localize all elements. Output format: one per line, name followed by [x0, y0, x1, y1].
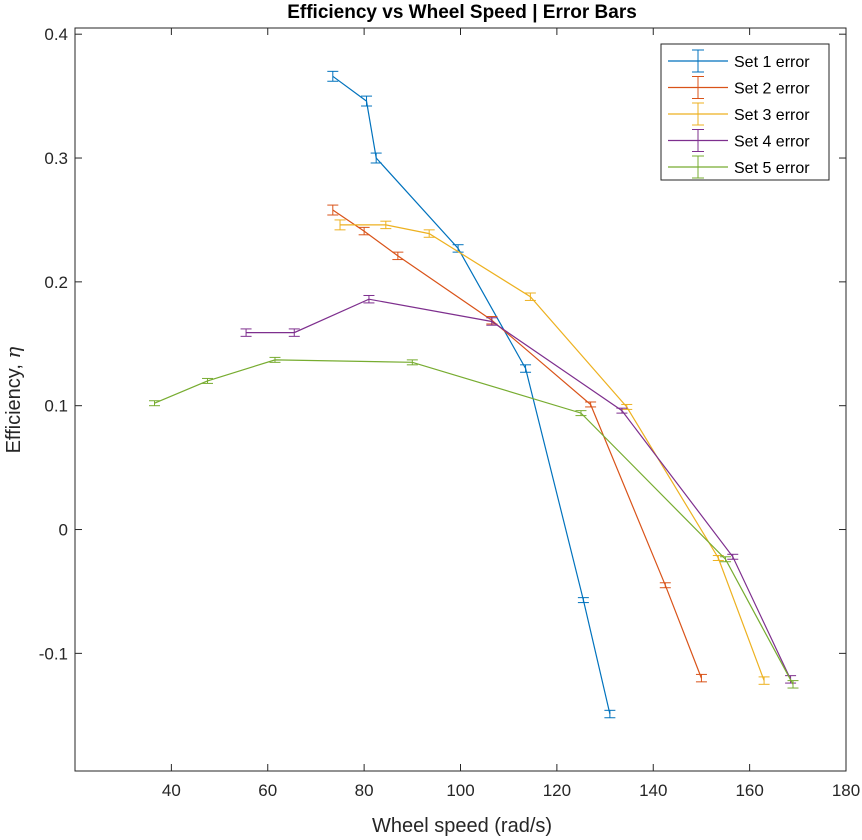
series-layer [149, 70, 799, 719]
y-axis-label: Efficiency, η [1, 347, 25, 454]
y-tick-label: 0.4 [44, 25, 68, 44]
legend-label: Set 2 error [734, 81, 810, 98]
x-tick-label: 60 [258, 781, 277, 800]
legend-box [660, 43, 830, 181]
y-tick-label: 0.1 [44, 397, 68, 416]
y-tick-label: 0 [59, 521, 68, 540]
series-3 [334, 219, 770, 685]
legend: Set 1 error Set 2 error Set 3 error Set 4 e… [660, 43, 830, 181]
series-1 [327, 70, 616, 719]
axis-ticks: 40 60 80 100 120 140 160 180 -0.1 0 0.1 0.2 0.3 0.4 [39, 25, 860, 800]
x-tick-label: 40 [162, 781, 181, 800]
y-axis-label-symbol: η [1, 347, 25, 359]
chart-title: Efficiency vs Wheel Speed | Error Bars [287, 2, 637, 23]
y-tick-label: -0.1 [39, 644, 68, 663]
legend-label: Set 3 error [734, 107, 810, 124]
legend-label: Set 4 error [734, 134, 810, 151]
legend-label: Set 5 error [734, 160, 810, 177]
series-4 [240, 294, 797, 684]
y-tick-label: 0.2 [44, 273, 68, 292]
x-tick-label: 120 [543, 781, 571, 800]
x-tick-label: 100 [446, 781, 474, 800]
x-tick-label: 80 [355, 781, 374, 800]
x-axis-label: Wheel speed (rad/s) [372, 815, 552, 837]
y-axis-label-text: Efficiency, [3, 359, 25, 454]
x-tick-label: 180 [832, 781, 860, 800]
x-tick-label: 140 [639, 781, 667, 800]
legend-label: Set 1 error [734, 54, 810, 71]
y-tick-label: 0.3 [44, 149, 68, 168]
series-5 [149, 356, 799, 689]
x-tick-label: 160 [735, 781, 763, 800]
